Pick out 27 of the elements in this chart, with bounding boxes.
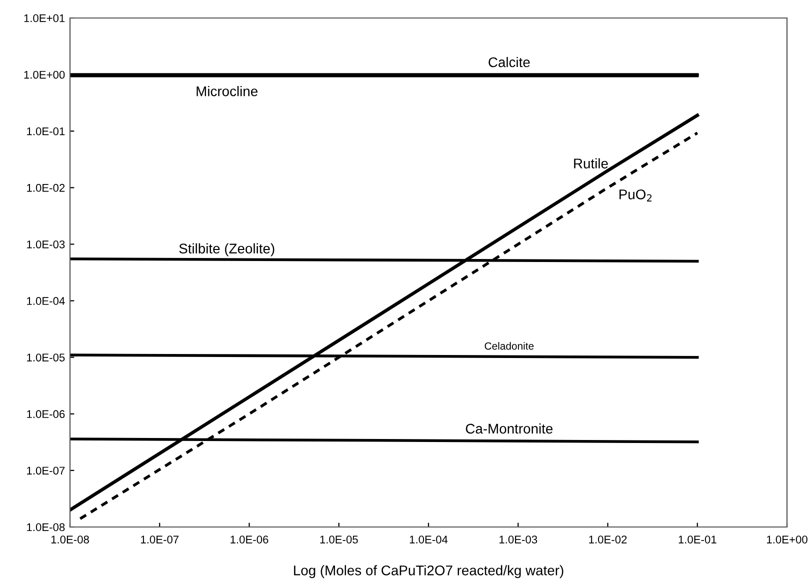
x-tick-label: 1.0E-05	[320, 536, 358, 544]
series-label: Ca-Montronite	[466, 423, 553, 434]
y-tick-label: 1.0E-04	[27, 297, 65, 305]
x-tick-label: 1.0E-03	[500, 536, 538, 544]
y-tick-label: 1.0E-03	[27, 240, 65, 248]
x-tick-label: 1.0E-08	[51, 536, 89, 544]
y-tick-label: 1.0E+01	[24, 14, 65, 22]
x-tick-label: 1.0E-04	[410, 536, 448, 544]
series-label: PuO$_{2}$	[620, 189, 652, 202]
series-label: Celadonite	[484, 342, 534, 350]
x-tick-label: 1.0E+00	[766, 536, 808, 544]
y-tick-label: 1.0E+00	[24, 70, 65, 79]
y-tick-label: 1.0E-05	[27, 354, 65, 362]
series-label: Rutile	[574, 158, 608, 168]
y-tick-label: 1.0E-07	[27, 466, 65, 475]
series-label: Microcline	[196, 86, 258, 96]
y-tick-label: 1.0E-08	[27, 523, 65, 532]
y-tick-label: 1.0E-01	[27, 127, 65, 136]
x-tick-label: 1.0E-02	[589, 536, 627, 544]
y-tick-label: 1.0E-06	[27, 410, 65, 418]
x-tick-label: 1.0E-01	[678, 536, 716, 544]
series-label: Calcite	[488, 56, 530, 68]
x-tick-label: 1.0E-07	[141, 536, 179, 544]
x-tick-label: 1.0E-06	[230, 536, 268, 544]
x-axis-title: Log (Moles of CaPuTi2O7 reacted/kg water)	[294, 565, 564, 578]
y-tick-label: 1.0E-02	[27, 184, 65, 192]
series-label: Stilbite (Zeolite)	[179, 243, 274, 256]
